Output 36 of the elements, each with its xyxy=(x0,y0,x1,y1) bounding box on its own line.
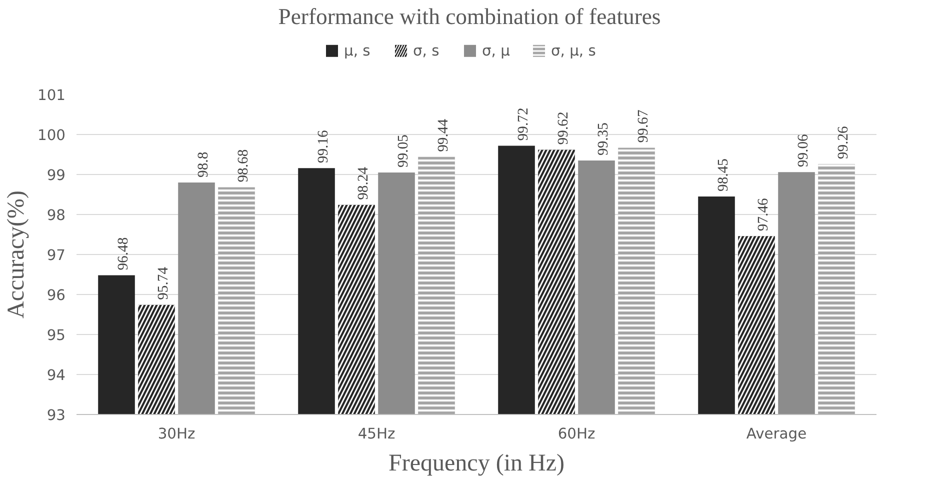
data-label: 99.67 xyxy=(636,110,652,143)
y-tick-label: 95 xyxy=(46,327,66,344)
y-tick-label: 101 xyxy=(38,87,66,104)
y-tick-label: 100 xyxy=(38,127,66,144)
y-tick-label: 99 xyxy=(46,167,66,184)
data-label: 98.24 xyxy=(356,166,372,200)
data-label: 99.35 xyxy=(596,122,612,156)
chart-title: Performance with combination of features xyxy=(278,4,661,29)
data-label: 99.06 xyxy=(796,134,812,168)
y-tick-label: 97 xyxy=(46,247,66,264)
x-tick-label: 60Hz xyxy=(558,426,596,442)
y-tick-label: 93 xyxy=(46,407,66,424)
data-label: 98.8 xyxy=(196,152,212,178)
data-label: 96.48 xyxy=(116,237,132,270)
data-label: 99.16 xyxy=(316,130,332,164)
legend-label: σ, μ, s xyxy=(551,42,596,60)
data-label: 98.68 xyxy=(236,149,252,182)
data-label: 95.74 xyxy=(156,266,172,300)
data-label: 97.46 xyxy=(756,198,772,232)
legend-label: σ, s xyxy=(413,42,440,60)
legend-label: σ, μ xyxy=(482,42,510,60)
data-label: 99.44 xyxy=(436,118,452,152)
y-axis-title: Accuracy(%) xyxy=(4,190,30,318)
x-tick-label: 30Hz xyxy=(158,426,196,442)
data-label: 99.72 xyxy=(516,108,532,141)
x-tick-label: Average xyxy=(746,426,807,442)
data-label: 99.26 xyxy=(836,126,852,160)
x-tick-label: 45Hz xyxy=(358,426,396,442)
data-label: 98.45 xyxy=(716,158,732,192)
y-tick-label: 94 xyxy=(46,367,66,384)
x-axis-title: Frequency (in Hz) xyxy=(388,450,564,476)
y-tick-label: 96 xyxy=(46,287,66,304)
data-label: 99.05 xyxy=(396,134,412,168)
y-tick-label: 98 xyxy=(46,207,66,224)
legend-label: μ, s xyxy=(344,42,370,60)
data-label: 99.62 xyxy=(556,112,572,145)
